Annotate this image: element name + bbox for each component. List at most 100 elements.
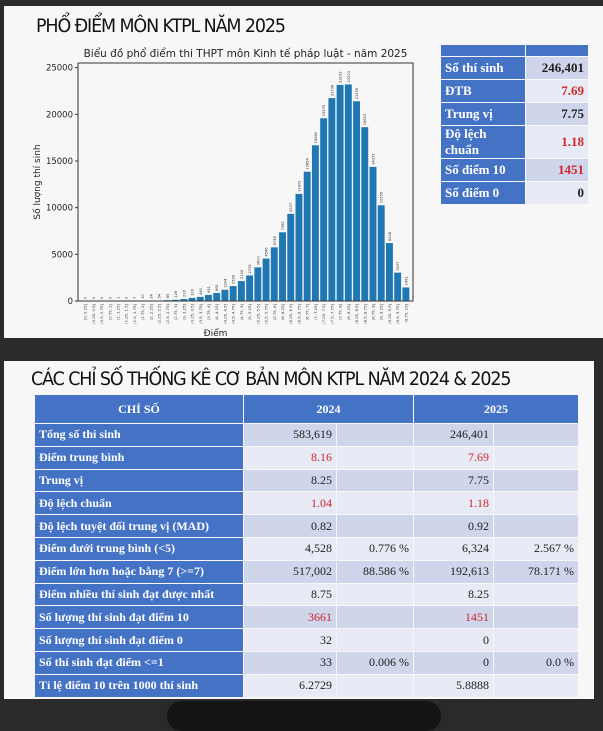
bar bbox=[246, 275, 253, 301]
summary-label: ĐTB bbox=[441, 80, 525, 102]
x-tick-label: (1.75, 2] bbox=[140, 303, 145, 320]
value-2024: 8.75 bbox=[244, 584, 336, 606]
bar-value-label: 5748 bbox=[273, 235, 277, 245]
bar bbox=[386, 243, 393, 301]
value-2025: 1.18 bbox=[414, 492, 493, 514]
x-tick-label: (8, 8.25] bbox=[346, 303, 351, 320]
bar-value-label: 216 bbox=[182, 289, 186, 297]
bar-value-label: 10255 bbox=[380, 192, 384, 203]
chart-title: Biểu đồ phổ điểm thi THPT môn Kinh tế ph… bbox=[84, 47, 408, 60]
table-row: Độ lệch chuẩn 1.04 1.18 bbox=[35, 492, 578, 514]
bar-value-label: 18623 bbox=[363, 114, 367, 125]
bar bbox=[271, 247, 278, 301]
x-tick-label: (1.25, 1.5] bbox=[124, 303, 129, 323]
x-tick-label: (7.75, 8] bbox=[338, 303, 343, 320]
bar bbox=[345, 84, 352, 301]
bar bbox=[370, 167, 377, 301]
x-tick-label: (6, 6.25] bbox=[280, 303, 285, 320]
percent-2024 bbox=[337, 629, 413, 651]
bar-value-label: 329 bbox=[191, 288, 195, 296]
bar-value-label: 1 bbox=[117, 297, 121, 299]
bar bbox=[394, 273, 401, 301]
percent-2025 bbox=[494, 584, 578, 606]
table-row: Điểm dưới trung bình (<5) 4,528 0.776 % … bbox=[35, 538, 578, 560]
bar-value-label: 54 bbox=[158, 293, 162, 298]
metric-label: Trung vị bbox=[35, 470, 243, 492]
value-2025: 246,401 bbox=[414, 424, 493, 446]
metric-label: Số thí sinh đạt điểm <=1 bbox=[35, 652, 243, 674]
table-row: Điểm nhiều thí sinh đạt được nhất 8.75 8… bbox=[35, 584, 578, 606]
table-row: Số lượng thí sinh đạt điểm 10 3661 1451 bbox=[35, 606, 578, 628]
bar-value-label: 16680 bbox=[314, 131, 318, 143]
bar bbox=[378, 205, 385, 301]
metric-label: Độ lệch tuyệt đối trung vị (MAD) bbox=[35, 515, 243, 537]
percent-2024 bbox=[337, 515, 413, 537]
percent-2025 bbox=[494, 675, 578, 697]
percent-2025 bbox=[494, 515, 578, 537]
value-2025: 0 bbox=[414, 629, 493, 651]
x-axis-label: Điểm bbox=[204, 328, 228, 338]
x-tick-label: (5.5, 5.75] bbox=[264, 303, 269, 323]
bar bbox=[213, 293, 220, 301]
value-2025: 0 bbox=[414, 652, 493, 674]
x-tick-label: (0.25, 0.5] bbox=[91, 303, 96, 323]
percent-2025 bbox=[494, 492, 578, 514]
x-tick-label: (0.75, 1] bbox=[107, 303, 112, 320]
bar bbox=[312, 145, 319, 301]
bar-value-label: 128 bbox=[174, 290, 178, 298]
bar-value-label: 2735 bbox=[248, 264, 252, 273]
bar bbox=[279, 232, 286, 301]
bar bbox=[254, 267, 261, 301]
x-tick-label: (5.25, 5.5] bbox=[255, 303, 260, 323]
value-2025: 0.92 bbox=[414, 515, 493, 537]
x-tick-label: (7.5, 7.75] bbox=[329, 303, 334, 323]
bar-value-label: 14373 bbox=[371, 153, 375, 164]
value-2024: 1.04 bbox=[244, 492, 336, 514]
x-tick-label: (3.5, 3.75] bbox=[198, 303, 203, 323]
x-tick-label: (2.75, 3] bbox=[173, 303, 178, 320]
x-tick-label: (1.5, 1.75] bbox=[132, 303, 137, 323]
value-2025: 7.75 bbox=[414, 470, 493, 492]
bar-value-label: 23153 bbox=[339, 71, 343, 82]
x-tick-label: [0, 0.25] bbox=[83, 303, 88, 320]
value-2024: 4,528 bbox=[244, 538, 336, 560]
value-2025: 8.25 bbox=[414, 584, 493, 606]
x-tick-label: (1, 1.25] bbox=[116, 303, 121, 320]
table-row: Trung vị 8.25 7.75 bbox=[35, 470, 578, 492]
y-tick-label: 25000 bbox=[46, 64, 73, 74]
x-tick-label: (0.5, 0.75] bbox=[99, 303, 104, 323]
y-tick-label: 0 bbox=[68, 297, 73, 307]
value-2024: 517,002 bbox=[244, 561, 336, 583]
percent-2025 bbox=[494, 470, 578, 492]
x-tick-label: (9.25, 9.5] bbox=[387, 303, 392, 323]
metric-label: Số lượng thí sinh đạt điểm 10 bbox=[35, 606, 243, 628]
bar-value-label: 0 bbox=[84, 296, 88, 299]
bar bbox=[320, 118, 327, 301]
bar-value-label: 10 bbox=[141, 294, 145, 299]
bar bbox=[361, 127, 368, 301]
percent-2024 bbox=[337, 675, 413, 697]
bar-value-label: 85 bbox=[166, 294, 170, 299]
table-row: Tỉ lệ điểm 10 trên 1000 thí sinh 6.2729 … bbox=[35, 675, 578, 697]
x-tick-label: (5.75, 6] bbox=[272, 303, 277, 320]
value-2024: 0.82 bbox=[244, 515, 336, 537]
value-2024: 583,619 bbox=[244, 424, 336, 446]
bar-value-label: 1451 bbox=[404, 276, 408, 285]
bar bbox=[328, 98, 335, 301]
x-tick-label: (3.25, 3.5] bbox=[190, 303, 195, 323]
bar-value-label: 3037 bbox=[396, 261, 400, 270]
value-2024: 33 bbox=[244, 652, 336, 674]
summary-value: 7.69 bbox=[526, 80, 588, 102]
summary-label: Độ lệch chuẩn bbox=[441, 126, 525, 158]
bar bbox=[304, 172, 311, 301]
x-tick-label: (2, 2.25] bbox=[148, 303, 153, 320]
bar-value-label: 3603 bbox=[256, 256, 260, 265]
x-tick-label: (8.5, 8.75] bbox=[362, 303, 367, 323]
value-2025: 5.8888 bbox=[414, 675, 493, 697]
percent-2024 bbox=[337, 447, 413, 469]
